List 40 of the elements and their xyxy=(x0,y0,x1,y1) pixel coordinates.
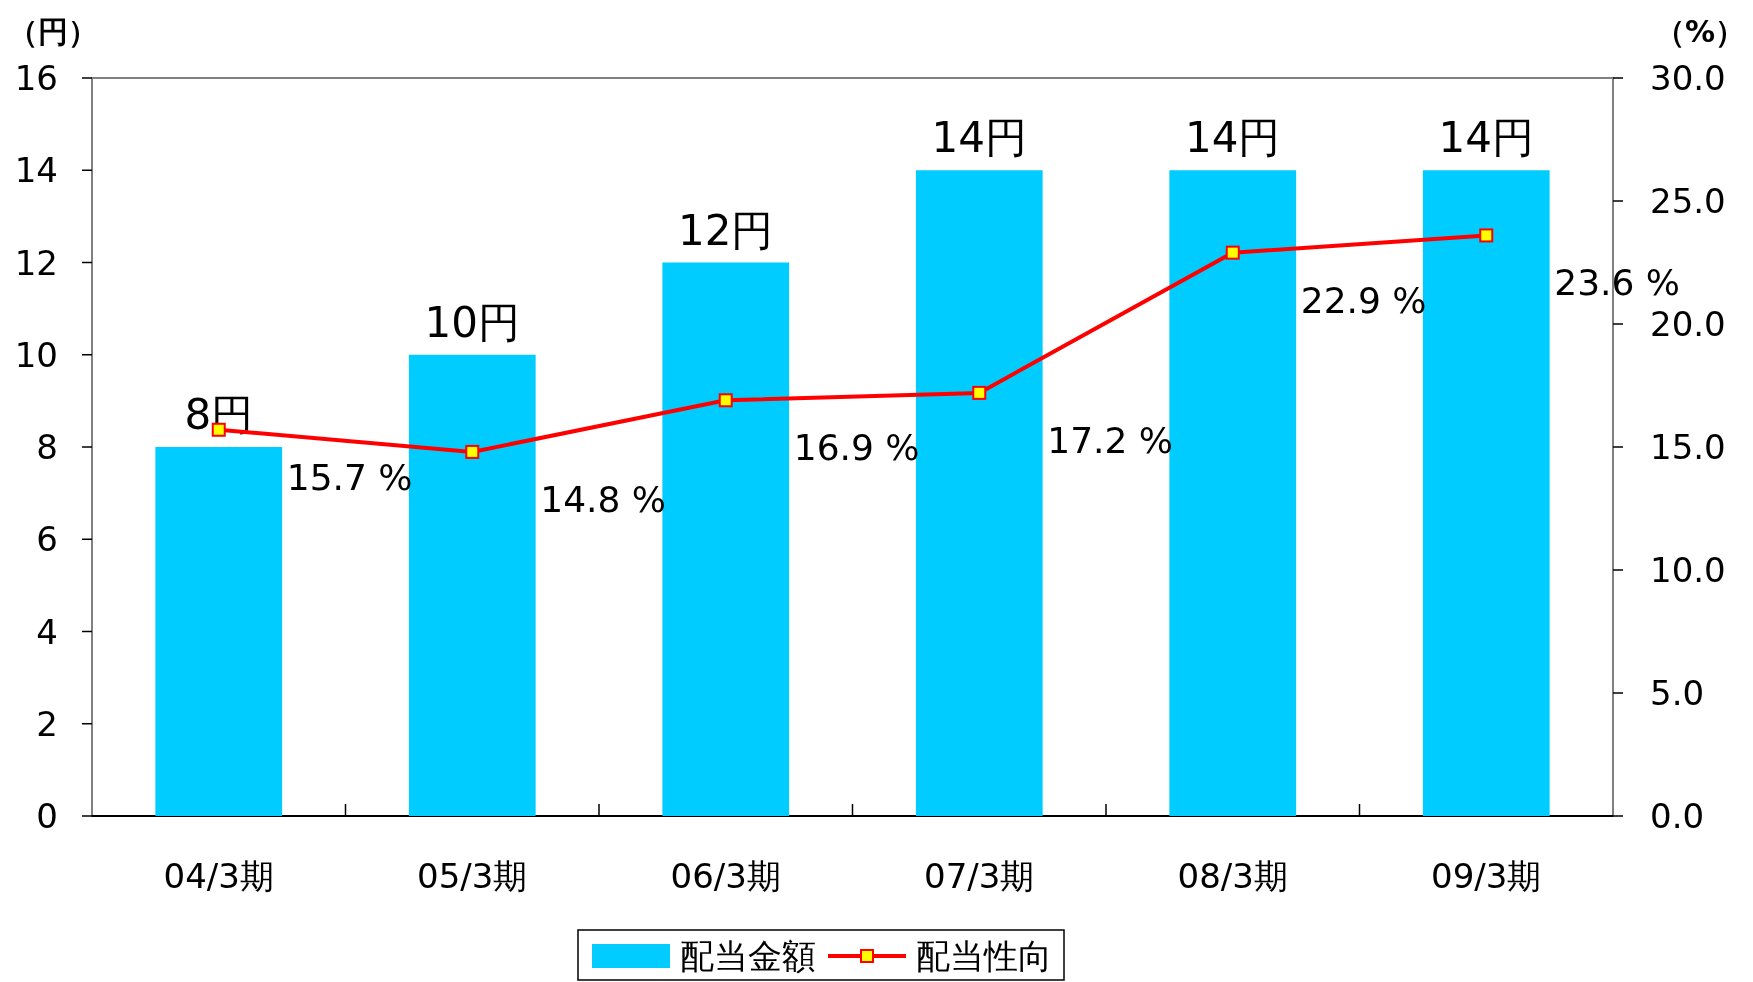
data-label: 14円 xyxy=(1438,113,1534,163)
data-label: 12円 xyxy=(678,205,774,255)
y-tick-label: 2 xyxy=(36,703,58,744)
y2-tick-label: 5.0 xyxy=(1650,673,1705,713)
y-tick-label: 14 xyxy=(14,150,58,191)
point xyxy=(465,444,480,459)
y-axis-title: （円） xyxy=(8,14,98,49)
y2-tick-label: 20.0 xyxy=(1650,304,1726,344)
y-tick-label: 10 xyxy=(14,334,58,375)
y2-tick-label: 25.0 xyxy=(1650,181,1726,221)
data-label: 14円 xyxy=(1185,113,1281,163)
bar xyxy=(1169,170,1297,816)
x-tick-label: 05/3期 xyxy=(417,856,528,896)
y2-tick-label: 10.0 xyxy=(1650,550,1726,590)
y-tick-label: 12 xyxy=(14,242,58,283)
y-tick-label: 4 xyxy=(36,611,58,652)
y2-tick-label: 0.0 xyxy=(1650,796,1705,836)
x-tick-label: 04/3期 xyxy=(163,856,274,896)
bar xyxy=(155,447,283,816)
y2-axis-title: （%） xyxy=(1654,14,1745,49)
legend-label: 配当金額 xyxy=(680,936,816,976)
x-tick-label: 07/3期 xyxy=(924,856,1035,896)
point xyxy=(1225,245,1240,260)
x-tick-label: 08/3期 xyxy=(1177,856,1288,896)
legend-label: 配当性向 xyxy=(916,936,1052,976)
y-tick-label: 16 xyxy=(14,58,58,98)
y2-tick-label: 30.0 xyxy=(1650,58,1726,98)
y-tick-label: 0 xyxy=(36,796,58,836)
y-tick-label: 8 xyxy=(36,427,58,467)
point xyxy=(972,385,987,400)
data-label: 23.6 % xyxy=(1554,262,1681,304)
data-label: 10円 xyxy=(424,297,520,347)
y-tick-label: 6 xyxy=(36,519,58,560)
y2-tick-label: 15.0 xyxy=(1650,427,1726,467)
bar xyxy=(662,262,790,816)
data-label: 14円 xyxy=(931,113,1027,163)
point xyxy=(1479,228,1494,243)
x-tick-label: 06/3期 xyxy=(670,856,781,896)
point xyxy=(718,393,733,408)
x-tick-label: 09/3期 xyxy=(1431,856,1542,896)
